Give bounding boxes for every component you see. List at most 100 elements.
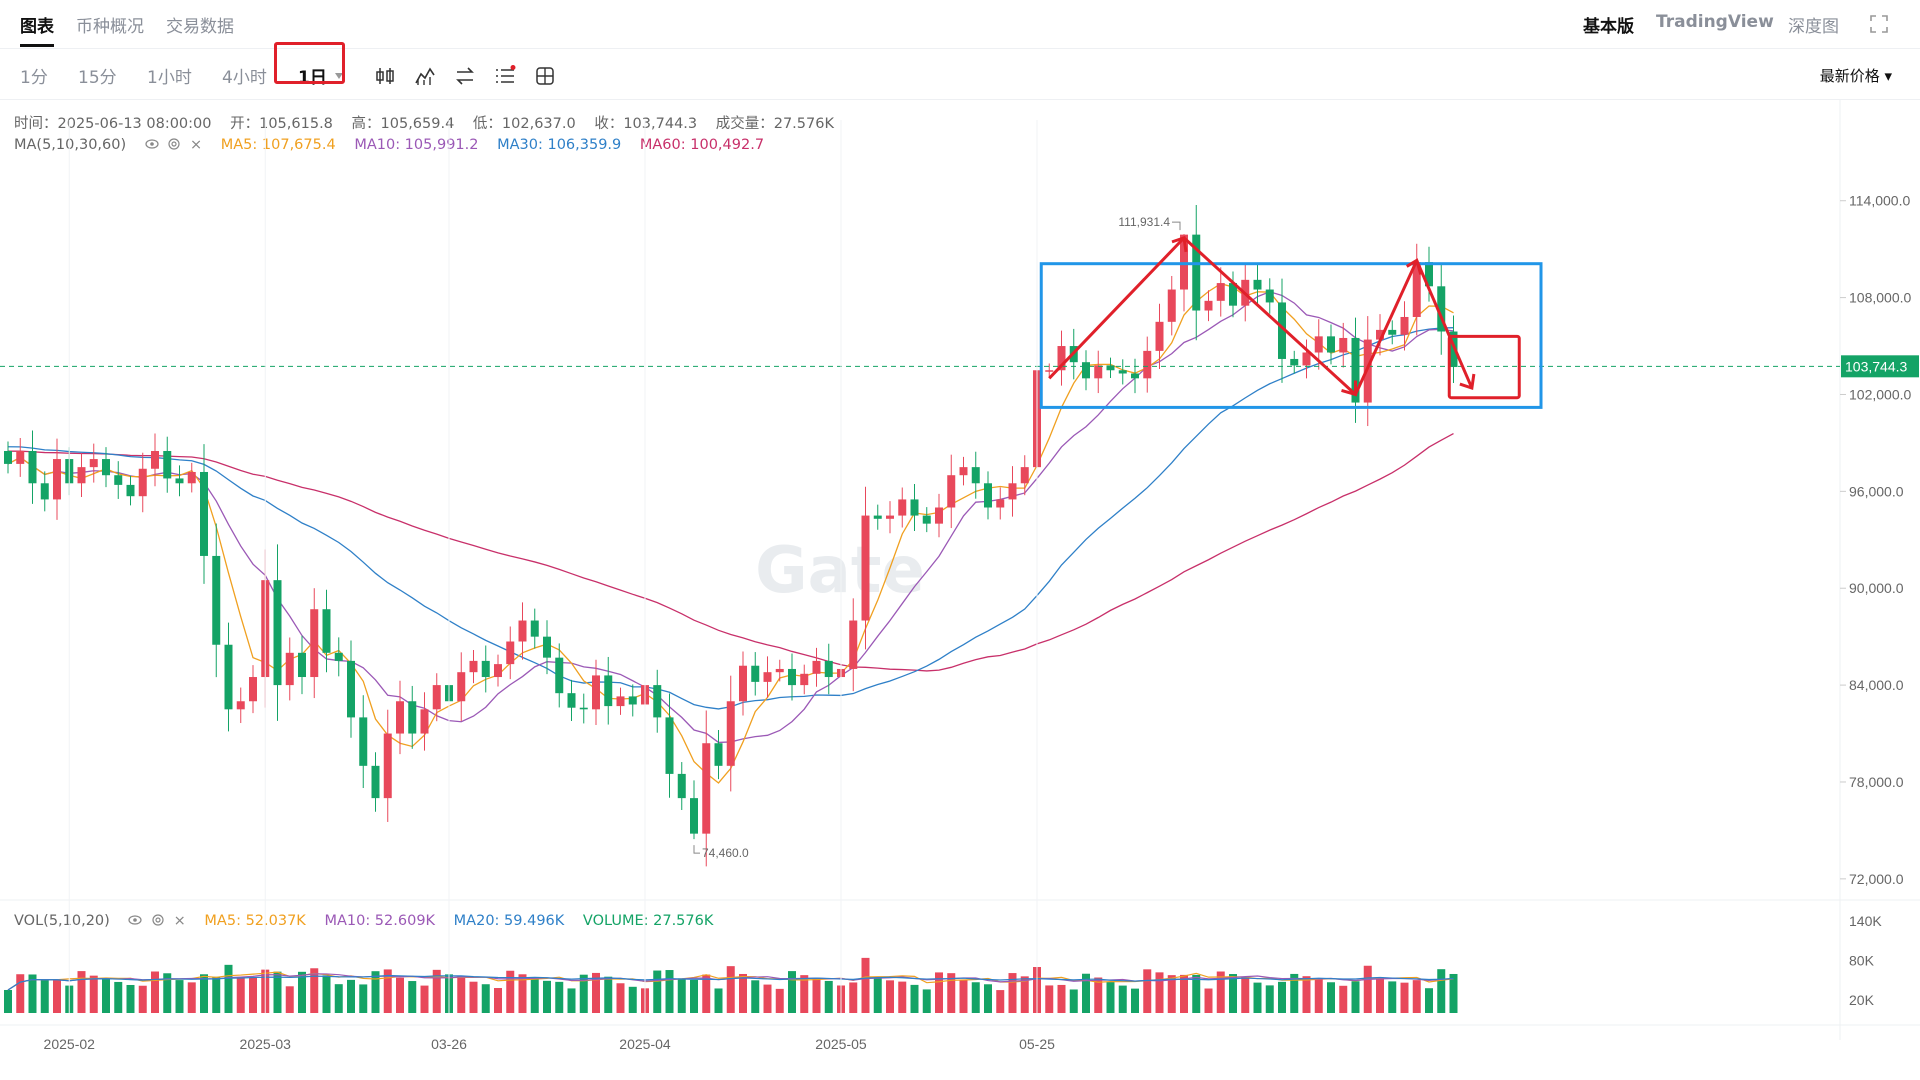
- candle-body: [763, 672, 772, 682]
- candle-body: [334, 652, 343, 661]
- volume-bar-up: [310, 968, 319, 1013]
- candle-down: [1131, 358, 1139, 394]
- volume-bar-down: [347, 979, 355, 1013]
- settings-list-icon[interactable]: [494, 65, 516, 87]
- volume-bar-down: [126, 984, 135, 1013]
- volume-bar-up: [886, 980, 894, 1013]
- vol-ma20-value: MA20: 59.496K: [453, 913, 565, 929]
- candle-down: [604, 656, 613, 725]
- interval-1h[interactable]: 1小时: [147, 68, 192, 88]
- candle-body: [775, 668, 784, 673]
- high-annotation-pointer: [1172, 221, 1181, 231]
- candle-body: [604, 675, 613, 707]
- volume-bar-down: [224, 964, 233, 1013]
- candle-up: [383, 709, 392, 822]
- tradingview-button[interactable]: TradingView: [1656, 12, 1774, 32]
- candle-body: [89, 459, 98, 468]
- candle-body: [1351, 337, 1360, 403]
- candle-body: [1008, 483, 1017, 500]
- basic-view-button[interactable]: 基本版: [1583, 17, 1634, 37]
- candle-down: [126, 475, 135, 506]
- interval-highlight-annotation: [274, 42, 345, 84]
- candle-up: [16, 438, 25, 477]
- candle-up: [1302, 339, 1311, 379]
- volume-bar-down: [543, 980, 551, 1013]
- tab-trading-data[interactable]: 交易数据: [166, 17, 234, 37]
- price-type-select[interactable]: 最新价格 ▾: [1819, 67, 1892, 85]
- candle-up: [249, 665, 257, 714]
- volume-bar-down: [4, 989, 12, 1013]
- close-icon[interactable]: ×: [189, 137, 203, 153]
- interval-4h[interactable]: 4小时: [222, 68, 267, 88]
- vol-tick-label: 20K: [1849, 992, 1875, 1008]
- vol-settings-icon[interactable]: [151, 913, 165, 927]
- candle-down: [567, 679, 576, 722]
- volume-bar-up: [518, 974, 527, 1013]
- candle-down: [273, 544, 282, 721]
- volume-bar-down: [1437, 969, 1446, 1013]
- volume-bar-down: [273, 971, 282, 1013]
- interval-1m[interactable]: 1分: [20, 68, 48, 88]
- ma30-value: MA30: 106,359.9: [497, 137, 622, 153]
- vol-ma20-line: [7, 974, 1454, 991]
- settings-icon[interactable]: [167, 137, 181, 151]
- candle-down: [1388, 320, 1397, 345]
- candle-body: [788, 668, 796, 686]
- candle-type-icon[interactable]: [374, 65, 396, 87]
- tab-coin-overview[interactable]: 币种概况: [76, 17, 144, 37]
- candle-body: [506, 641, 515, 665]
- candle-down: [714, 729, 723, 780]
- volume-bar-up: [285, 986, 294, 1013]
- volume-bar-up: [1400, 982, 1409, 1013]
- volume-bar-up: [800, 975, 809, 1013]
- candle-down: [163, 436, 172, 493]
- depth-chart-button[interactable]: 深度图: [1788, 17, 1839, 37]
- candle-body: [236, 701, 245, 710]
- tab-chart[interactable]: 图表: [20, 17, 54, 37]
- ohlc-volume: 成交量：27.576K: [715, 116, 834, 132]
- volume-bar-up: [89, 975, 98, 1013]
- candle-body: [114, 475, 123, 485]
- volume-bar-up: [1020, 976, 1029, 1013]
- y-tick-label: 96,000.0: [1849, 483, 1904, 499]
- volume-bar-down: [28, 974, 37, 1013]
- volume-bar-down: [1229, 974, 1237, 1013]
- candle-body: [996, 499, 1005, 508]
- swap-icon[interactable]: [454, 65, 476, 87]
- fullscreen-icon[interactable]: [1870, 15, 1888, 33]
- price-chart[interactable]: 72,000.0 78,000.0 84,000.0 90,000.0 96,000.0…: [0, 100, 1920, 1080]
- candle-down: [4, 441, 12, 474]
- annotation-arrow-up-1: [1048, 236, 1186, 380]
- vol-eye-icon[interactable]: [128, 913, 143, 927]
- volume-bar-down: [690, 979, 698, 1013]
- volume-bar-down: [555, 981, 564, 1013]
- layout-icon[interactable]: [534, 65, 556, 87]
- candle-body: [1376, 329, 1384, 340]
- interval-dropdown-icon[interactable]: [335, 73, 343, 79]
- candle-body: [628, 696, 637, 705]
- x-tick-label: 2025-03: [240, 1036, 292, 1052]
- volume-bar-up: [1045, 985, 1054, 1013]
- candle-down: [555, 643, 564, 708]
- candle-down: [200, 444, 208, 584]
- candle-down: [910, 484, 919, 531]
- volume-bar-up: [506, 970, 515, 1013]
- candle-body: [383, 733, 392, 799]
- candle-body: [984, 483, 992, 508]
- ohlc-time: 时间：2025-06-13 08:00:00: [14, 116, 212, 132]
- indicator-icon[interactable]: [414, 65, 436, 87]
- x-tick-label: 2025-05: [815, 1036, 867, 1052]
- interval-15m[interactable]: 15分: [78, 68, 117, 88]
- volume-bar-up: [383, 969, 392, 1013]
- candle-down: [1253, 264, 1262, 306]
- volume-bar-up: [775, 988, 784, 1013]
- candle-body: [592, 675, 600, 710]
- y-tick-label: 90,000.0: [1849, 580, 1904, 596]
- volume-bar-up: [53, 979, 61, 1013]
- vol-close-icon[interactable]: ×: [173, 913, 186, 929]
- candle-body: [579, 707, 588, 710]
- eye-icon[interactable]: [145, 137, 159, 151]
- volume-bar-down: [567, 988, 576, 1013]
- candle-up: [1045, 363, 1054, 378]
- candle-body: [224, 644, 233, 710]
